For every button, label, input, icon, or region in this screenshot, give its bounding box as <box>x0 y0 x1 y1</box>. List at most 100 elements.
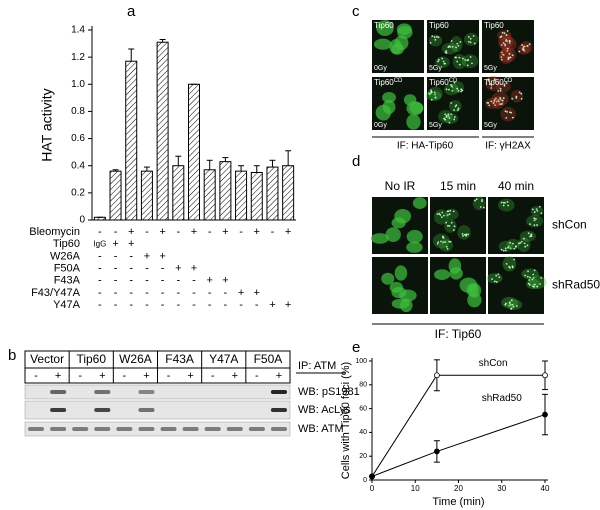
condition-mark: - <box>224 287 228 299</box>
focus <box>433 91 436 94</box>
focus <box>528 279 531 281</box>
focus <box>527 232 530 235</box>
tile-label: Tip60CD <box>484 78 513 88</box>
tile-dose: 5Gy <box>484 122 497 129</box>
error-bar <box>128 48 135 62</box>
blot-band <box>94 427 111 431</box>
focus <box>490 87 493 89</box>
focus <box>460 88 463 91</box>
row-label: shCon <box>552 218 587 232</box>
focus <box>529 276 531 279</box>
focus <box>461 232 464 235</box>
blot-band <box>182 427 199 431</box>
blot-band <box>28 427 45 431</box>
focus <box>469 56 472 58</box>
condition-mark: - <box>114 275 118 287</box>
condition-mark: - <box>208 299 212 311</box>
focus <box>504 202 506 204</box>
error-bar <box>269 159 276 168</box>
focus <box>444 118 447 121</box>
focus <box>539 283 542 285</box>
focus <box>522 46 525 48</box>
tile-dose: 0Gy <box>374 122 387 129</box>
focus <box>450 40 453 42</box>
focus <box>467 233 469 236</box>
bar <box>188 83 200 221</box>
focus <box>523 237 525 240</box>
y-tick-label: 1.4 <box>71 25 85 36</box>
focus <box>516 305 518 307</box>
error-bar <box>143 166 150 172</box>
condition-mark: + <box>128 226 134 238</box>
condition-mark: - <box>145 275 149 287</box>
focus <box>454 105 457 108</box>
blot-band <box>50 427 67 431</box>
condition-mark: IgG <box>93 239 106 248</box>
focus <box>452 210 455 213</box>
error-bar <box>285 150 292 166</box>
focus <box>447 46 450 49</box>
tile-name: Tip60 <box>484 21 504 30</box>
focus <box>459 41 462 43</box>
blot-strip <box>24 384 291 400</box>
focus <box>508 52 511 55</box>
nucleus <box>385 227 401 243</box>
series-line <box>371 414 546 477</box>
condition-label: F50A <box>54 263 81 275</box>
focus <box>501 103 503 105</box>
focus <box>434 96 437 99</box>
focus <box>505 34 508 36</box>
focus <box>511 116 514 119</box>
tile-name: Tip60 <box>374 78 394 87</box>
focus <box>526 244 529 247</box>
focus <box>499 89 502 92</box>
treatment-sign: + <box>143 370 149 382</box>
treatment-sign: - <box>255 370 259 382</box>
lane-label: F50A <box>254 352 283 366</box>
focus <box>502 97 505 99</box>
focus <box>469 41 472 44</box>
focus <box>473 42 476 45</box>
focus <box>481 199 483 201</box>
nucleus <box>397 26 413 39</box>
focus <box>445 88 448 91</box>
focus <box>506 40 509 43</box>
focus <box>498 276 501 279</box>
focus <box>528 283 531 286</box>
condition-label: Tip60 <box>53 238 80 250</box>
nucleus <box>500 106 516 122</box>
focus <box>500 201 503 204</box>
focus <box>507 245 510 248</box>
focus <box>453 81 456 84</box>
x-tick-label: 20 <box>454 484 463 493</box>
focus <box>448 88 450 91</box>
column-label: 15 min <box>440 179 476 193</box>
focus <box>526 275 529 278</box>
nucleus <box>382 99 396 115</box>
focus <box>531 208 534 211</box>
condition-mark: - <box>176 226 180 238</box>
lane-label: W26A <box>119 352 152 366</box>
focus <box>533 285 535 288</box>
blot-band <box>50 408 67 412</box>
blot-band <box>204 427 221 431</box>
focus <box>452 229 455 231</box>
focus <box>445 50 448 52</box>
focus <box>437 60 439 63</box>
focus <box>448 240 451 243</box>
focus <box>443 214 445 217</box>
focus <box>506 200 509 203</box>
nucleus <box>499 47 517 63</box>
focus <box>468 40 470 43</box>
x-tick-label: 30 <box>497 484 506 493</box>
focus <box>510 307 513 310</box>
focus <box>522 48 525 51</box>
focus <box>474 199 476 202</box>
focus <box>501 99 504 102</box>
focus <box>464 59 467 61</box>
focus <box>446 214 449 216</box>
nucleus <box>449 267 463 280</box>
condition-mark: - <box>176 275 180 287</box>
condition-label: Bleomycin <box>29 226 80 238</box>
